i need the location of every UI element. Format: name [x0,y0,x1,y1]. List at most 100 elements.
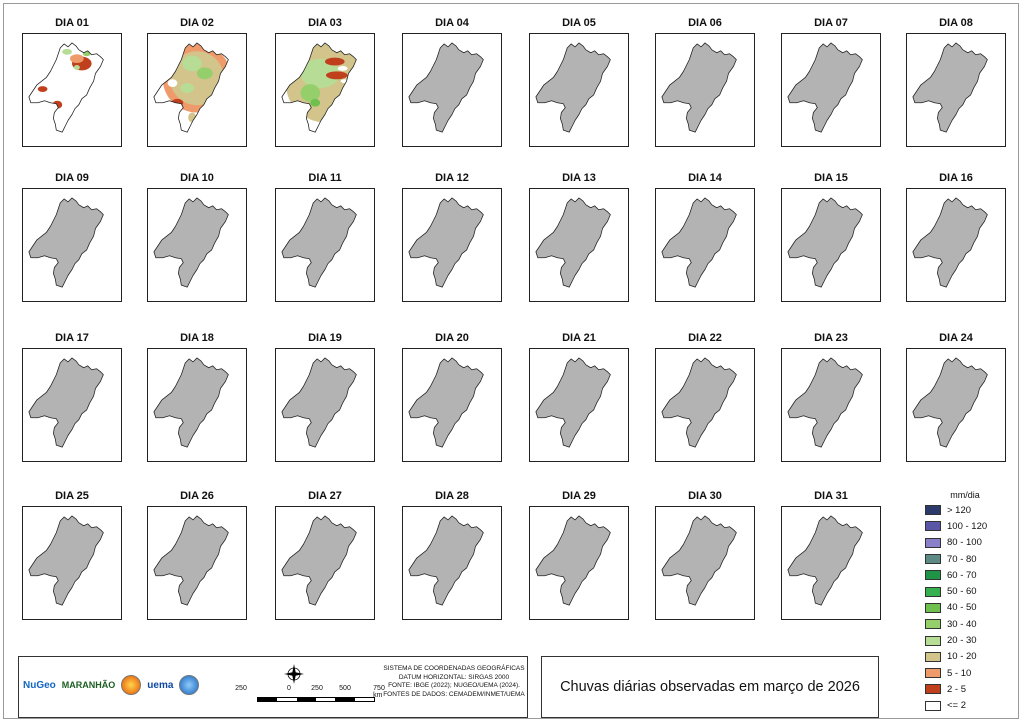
day-label: DIA 24 [939,332,973,344]
legend-label: <= 2 [947,700,967,712]
legend-swatch [925,521,941,532]
scale-bar-graphic [257,697,375,702]
state-shape [28,197,104,288]
legend-label: 60 - 70 [947,569,977,581]
scale-ticks: 250 0 250 500 750 km [235,685,387,699]
state-shape [535,357,611,448]
legend-item: 20 - 30 [925,632,1015,648]
day-map-panel: DIA 26 [147,490,247,620]
day-map [275,188,375,302]
day-map [22,33,122,147]
day-map [147,348,247,462]
legend-title: mm/dia [950,490,980,500]
day-map [402,33,502,147]
day-map [906,348,1006,462]
state-map-svg [661,357,737,448]
day-map-panel: DIA 29 [529,490,629,620]
rainfall-zone [340,79,349,84]
legend-swatch [925,570,941,581]
legend-label: 40 - 50 [947,602,977,614]
state-shape [535,42,611,133]
rainfall-legend: mm/dia > 120 100 - 120 80 - 100 70 - 80 60 -… [925,490,1015,714]
day-map [906,188,1006,302]
state-shape [912,357,988,448]
day-map [529,188,629,302]
day-label: DIA 25 [55,490,89,502]
legend-item: 80 - 100 [925,535,1015,551]
day-label: DIA 20 [435,332,469,344]
state-shape [408,357,484,448]
legend-swatch [925,684,941,695]
day-label: DIA 31 [814,490,848,502]
state-seal-logo [121,675,142,695]
info-line: DATUM HORIZONTAL: SIRGAS 2000 [398,673,510,681]
legend-item: 40 - 50 [925,600,1015,616]
day-map [529,506,629,620]
day-label: DIA 26 [180,490,214,502]
day-map-panel: DIA 02 [147,17,247,147]
nugeo-logo: NuGeo [23,679,56,691]
day-map-panel: DIA 30 [655,490,755,620]
day-map-panel: DIA 15 [781,172,881,302]
day-map [781,33,881,147]
legend-swatch [925,668,941,679]
institution-logos: NuGeo MARANHÃO uema [23,675,200,695]
state-map-svg [28,197,104,288]
legend-swatch [925,586,941,597]
state-map-svg [281,515,357,606]
state-outline [28,42,104,133]
legend-item: 70 - 80 [925,551,1015,567]
day-map-panel: DIA 07 [781,17,881,147]
rainfall-zone [300,84,321,102]
day-label: DIA 04 [435,17,469,29]
legend-label: 20 - 30 [947,635,977,647]
day-label: DIA 23 [814,332,848,344]
rainfall-zone [180,83,195,93]
state-map-svg [153,197,229,288]
state-map-svg [787,357,863,448]
day-map [655,188,755,302]
state-shape [661,515,737,606]
day-label: DIA 17 [55,332,89,344]
state-map-svg [281,197,357,288]
rainfall-zone [325,57,345,66]
legend-label: 5 - 10 [947,667,972,679]
legend-swatch [925,602,941,613]
day-map-panel: DIA 09 [22,172,122,302]
state-map-svg [661,42,737,133]
day-map [781,188,881,302]
day-label: DIA 16 [939,172,973,184]
day-map-panel: DIA 10 [147,172,247,302]
legend-item: 10 - 20 [925,649,1015,665]
state-map-svg [153,515,229,606]
day-map [906,33,1006,147]
state-map-svg [912,197,988,288]
map-metadata: SISTEMA DE COORDENADAS GEOGRÁFICAS DATUM… [379,665,529,699]
state-map-svg [281,357,357,448]
legend-swatch [925,700,941,711]
day-label: DIA 09 [55,172,89,184]
map-title: Chuvas diárias observadas em março de 20… [560,679,860,695]
day-map [781,348,881,462]
state-shape [281,515,357,606]
legend-swatch [925,635,941,646]
legend-rows: > 120 100 - 120 80 - 100 70 - 80 60 - 70 50 -… [925,502,1015,714]
labgeo-seal-logo [179,675,200,695]
state-map-svg [661,197,737,288]
legend-item: 100 - 120 [925,518,1015,534]
state-map-svg [787,197,863,288]
legend-label: 70 - 80 [947,553,977,565]
day-label: DIA 27 [308,490,342,502]
day-map-panel: DIA 06 [655,17,755,147]
state-shape [787,515,863,606]
day-label: DIA 19 [308,332,342,344]
day-map-panel: DIA 31 [781,490,881,620]
day-label: DIA 03 [308,17,342,29]
rainfall-zone [73,65,80,70]
state-map-svg [661,515,737,606]
day-map-panel: DIA 28 [402,490,502,620]
day-map-panel: DIA 17 [22,332,122,462]
day-map [402,188,502,302]
legend-item: 60 - 70 [925,567,1015,583]
info-line: SISTEMA DE COORDENADAS GEOGRÁFICAS [383,665,525,672]
